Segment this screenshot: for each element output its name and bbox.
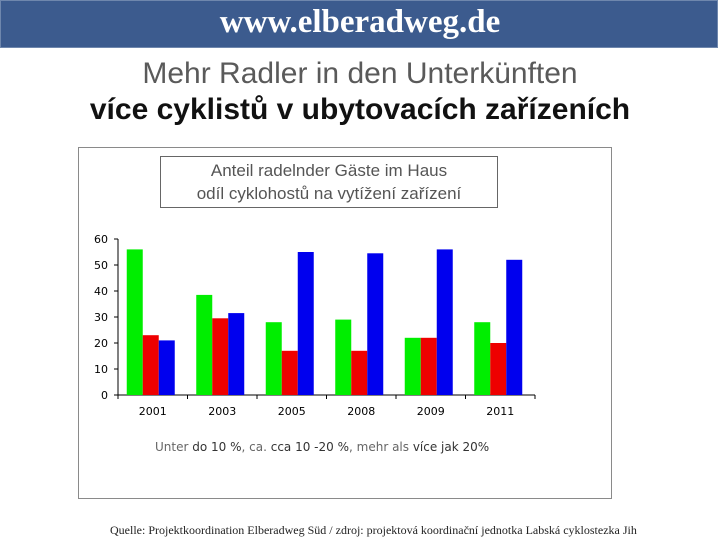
x-tick-label: 2003 bbox=[208, 405, 236, 418]
bar bbox=[335, 319, 352, 395]
legend-sep2: , bbox=[349, 440, 357, 454]
site-url[interactable]: www.elberadweg.de bbox=[219, 4, 501, 40]
chart-title-box: Anteil radelnder Gäste im Haus odíl cykl… bbox=[160, 156, 498, 208]
legend-seg1-cz: do 10 % bbox=[192, 440, 242, 454]
legend-text: Unter do 10 %, ca. cca 10 -20 %, mehr al… bbox=[155, 440, 489, 454]
bar bbox=[367, 253, 384, 395]
legend-seg3-cz: více jak 20% bbox=[412, 440, 490, 454]
x-tick-label: 2001 bbox=[139, 405, 167, 418]
title-german: Mehr Radler in den Unterkünften bbox=[142, 57, 578, 90]
bar bbox=[297, 252, 314, 395]
bar bbox=[474, 322, 491, 395]
bar bbox=[436, 249, 453, 395]
y-tick-label: 10 bbox=[94, 363, 108, 376]
site-banner bbox=[0, 0, 718, 48]
legend-seg2-de: ca. bbox=[249, 440, 271, 454]
bar bbox=[142, 335, 159, 395]
y-tick-label: 30 bbox=[94, 311, 108, 324]
bar bbox=[126, 249, 143, 395]
chart-title-line2: odíl cyklohostů na vytížení zařízení bbox=[196, 184, 462, 203]
bar bbox=[228, 313, 245, 395]
x-tick-label: 2009 bbox=[417, 405, 445, 418]
bar bbox=[158, 340, 175, 395]
y-tick-label: 0 bbox=[101, 389, 108, 402]
y-tick-label: 20 bbox=[94, 337, 108, 350]
x-tick-label: 2005 bbox=[278, 405, 306, 418]
y-tick-label: 50 bbox=[94, 259, 108, 272]
legend-sep1: , bbox=[241, 440, 250, 454]
x-tick-label: 2008 bbox=[347, 405, 375, 418]
y-tick-label: 60 bbox=[94, 233, 108, 246]
bar bbox=[490, 343, 507, 395]
bar bbox=[196, 294, 213, 395]
bar bbox=[351, 350, 368, 395]
bar bbox=[212, 318, 229, 395]
bar bbox=[506, 259, 523, 395]
chart-title-line1: Anteil radelnder Gäste im Haus bbox=[210, 161, 448, 180]
x-tick-label: 2011 bbox=[486, 405, 514, 418]
legend-seg2-cz: cca 10 -20 % bbox=[270, 440, 349, 454]
bar bbox=[420, 337, 437, 395]
source-note: Quelle: Projektkoordination Elberadweg S… bbox=[110, 523, 637, 537]
y-tick-label: 40 bbox=[94, 285, 108, 298]
bar bbox=[265, 322, 282, 395]
bar bbox=[281, 350, 298, 395]
legend-seg1-de: Unter bbox=[155, 440, 193, 454]
title-czech: více cyklistů v ubytovacích zařízeních bbox=[89, 93, 631, 126]
legend-seg3-de: mehr als bbox=[356, 440, 413, 454]
bar bbox=[404, 337, 421, 395]
